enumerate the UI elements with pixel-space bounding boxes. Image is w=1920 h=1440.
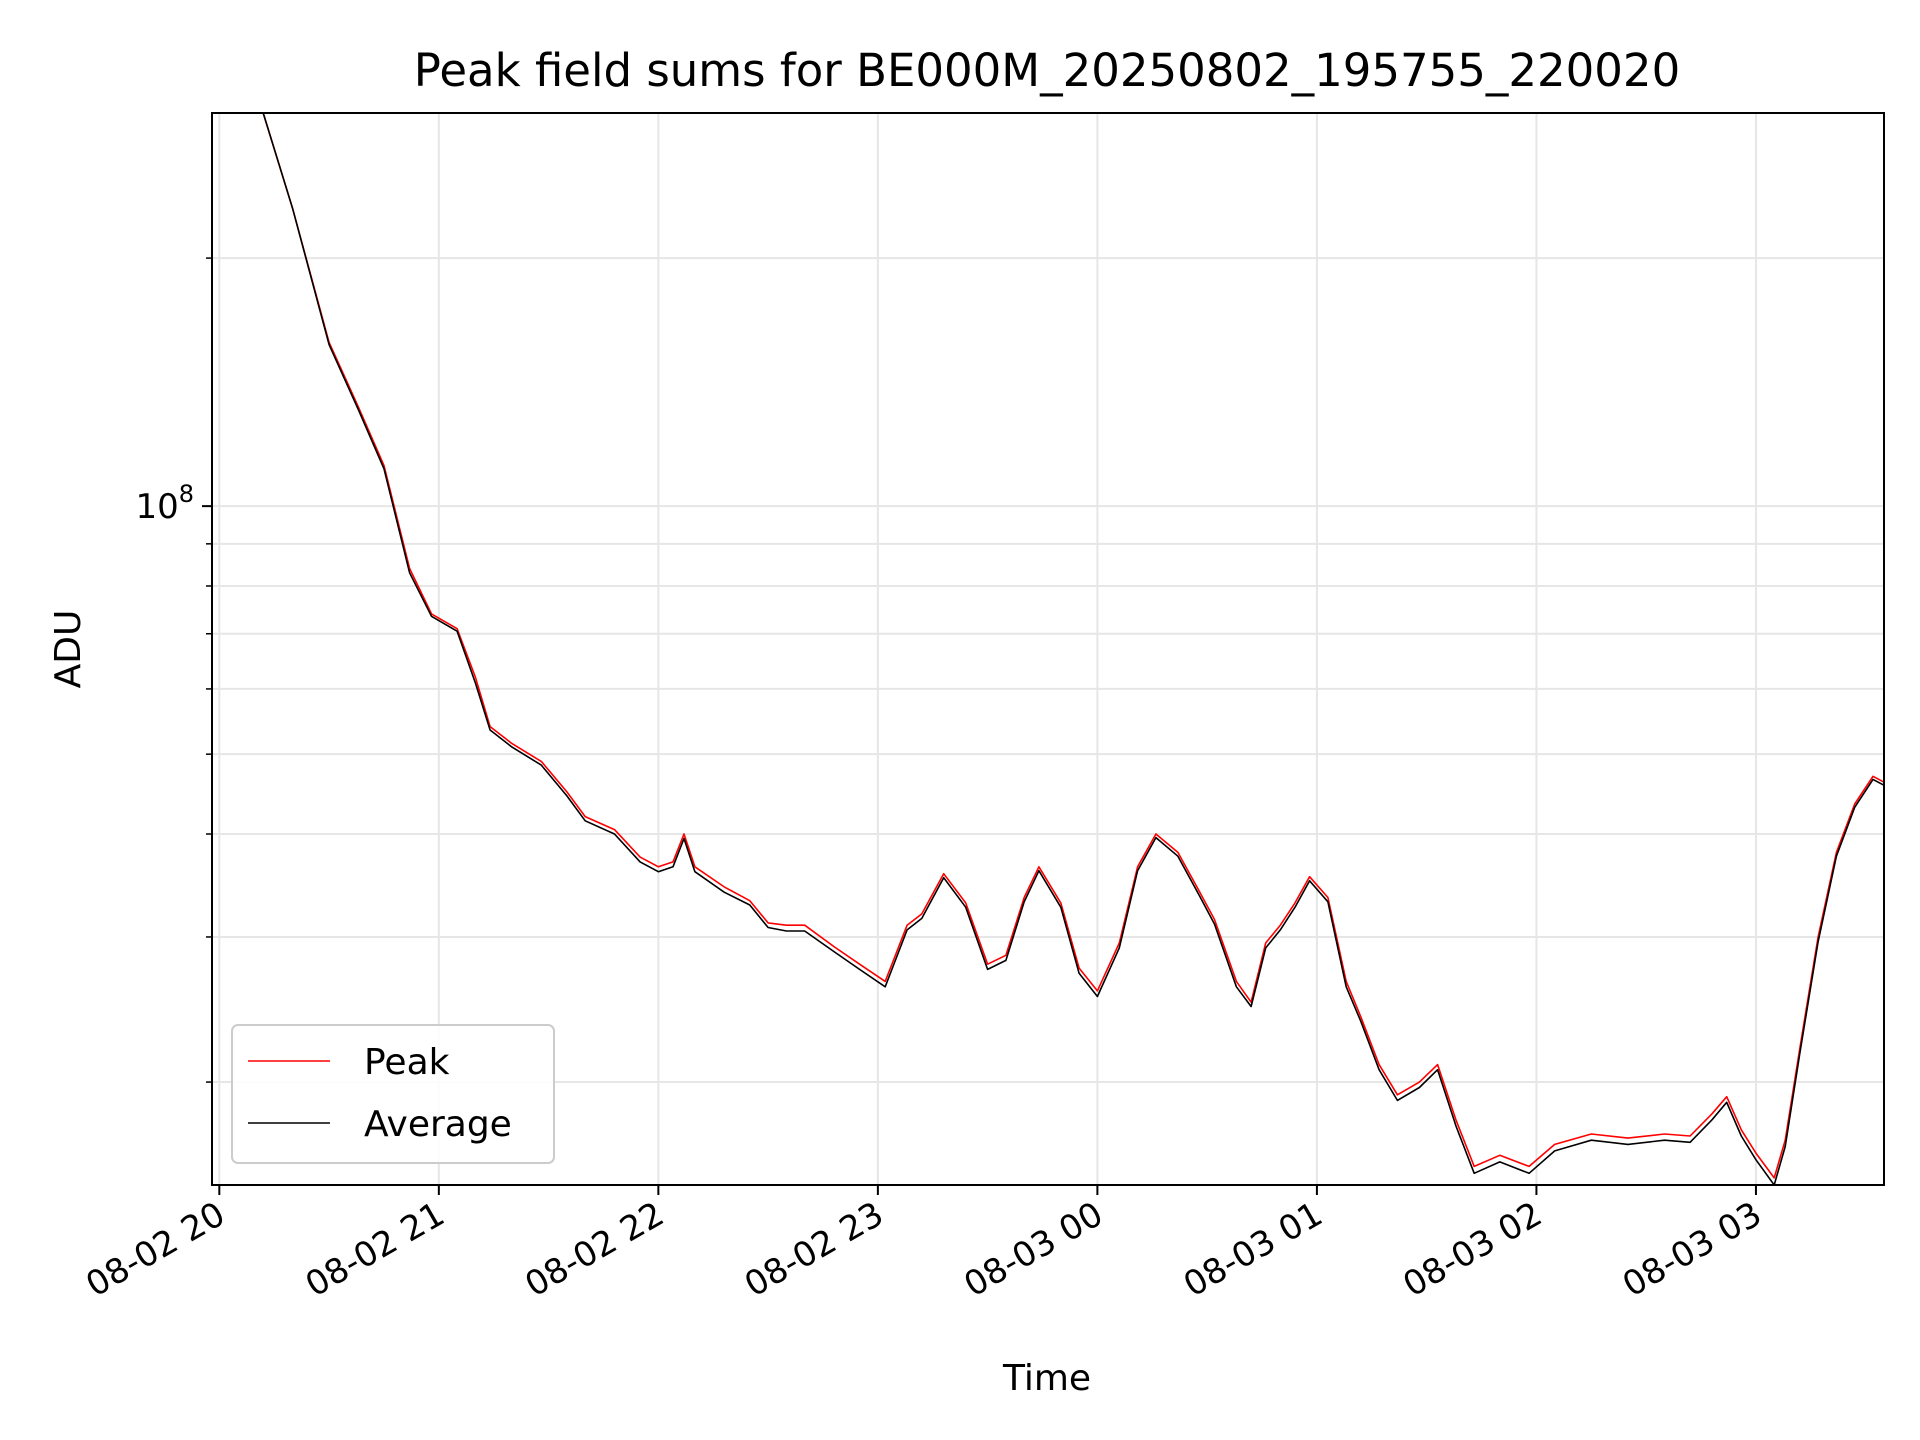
y-tick-label: 108 <box>135 480 194 527</box>
y-axis-label: ADU <box>48 610 89 689</box>
chart-title: Peak field sums for BE000M_20250802_1957… <box>414 44 1680 97</box>
series-line-peak <box>212 113 1884 1179</box>
y-tick-exponent: 8 <box>179 480 194 508</box>
series-layer <box>212 113 1884 1185</box>
legend-label-peak: Peak <box>364 1042 450 1083</box>
grid <box>212 113 1884 1185</box>
x-axis-label: Time <box>1002 1358 1091 1399</box>
legend-box <box>231 1024 555 1164</box>
y-tick-base: 10 <box>135 487 178 527</box>
legend-label-average: Average <box>364 1104 512 1145</box>
series-line-average <box>212 113 1884 1185</box>
plot-frame <box>211 112 1885 1186</box>
legend: Peak Average <box>231 1024 555 1164</box>
